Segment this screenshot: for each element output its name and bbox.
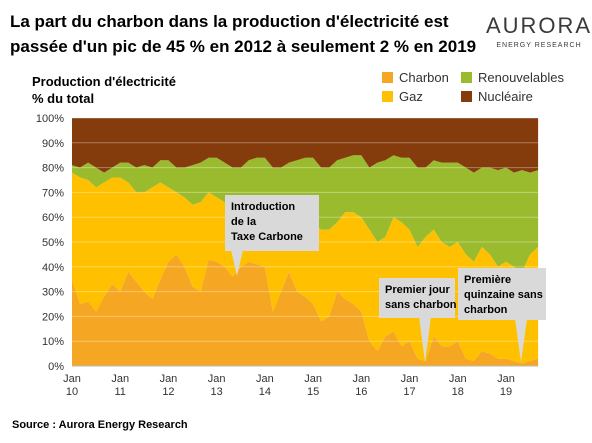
y-tick-label: 20% (42, 311, 64, 323)
x-tick-label: Jan 16 (352, 373, 370, 398)
legend-swatch (382, 72, 393, 83)
x-tick-label: Jan 17 (401, 373, 419, 398)
logo-tagline: ENERGY RESEARCH (496, 42, 581, 49)
x-tick-label: Jan 13 (208, 373, 226, 398)
x-tick-label: Jan 10 (63, 373, 81, 398)
y-tick-label: 60% (42, 212, 64, 224)
legend-swatch (461, 91, 472, 102)
callout-box (458, 268, 546, 320)
annotation: sans charbon (385, 299, 457, 311)
chart-title: La part du charbon dans la production d'… (10, 12, 449, 31)
legend-label: Charbon (399, 70, 449, 85)
callout-box (225, 195, 319, 251)
y-tick-label: 30% (42, 287, 64, 299)
y-tick-label: 10% (42, 336, 64, 348)
legend-label: Renouvelables (478, 70, 565, 85)
x-tick-label: Jan 19 (497, 373, 515, 398)
legend-label: Gaz (399, 89, 423, 104)
x-tick-label: Jan 18 (449, 373, 467, 398)
x-tick-label: Jan 11 (111, 373, 129, 398)
area (72, 254, 539, 366)
x-tick-label: Jan 14 (256, 373, 274, 398)
annotation: de la (231, 216, 257, 228)
y-axis-title: Production d'électricité (32, 74, 176, 89)
annotation: charbon (464, 304, 508, 316)
y-tick-label: 90% (42, 138, 64, 150)
y-tick-label: 100% (36, 113, 64, 125)
logo: AURORA (486, 13, 592, 38)
x-tick-label: Jan 12 (160, 373, 178, 398)
callout-pointer (419, 317, 431, 362)
y-tick-label: 0% (48, 361, 64, 373)
area (72, 118, 539, 173)
legend-swatch (461, 72, 472, 83)
annotation: Premier jour (385, 284, 451, 296)
y-tick-label: 40% (42, 262, 64, 274)
callout-pointer (231, 250, 243, 276)
y-tick-label: 50% (42, 237, 64, 249)
annotation: Première (464, 274, 511, 286)
y-tick-label: 80% (42, 163, 64, 175)
annotation: Introduction (231, 201, 295, 213)
callout-pointer (515, 319, 527, 362)
chart-title: passée d'un pic de 45 % en 2012 à seulem… (10, 37, 476, 56)
callout-box (379, 278, 455, 318)
annotation: Taxe Carbone (231, 231, 303, 243)
x-tick-label: Jan 15 (304, 373, 322, 398)
legend-swatch (382, 91, 393, 102)
y-axis-title: % du total (32, 91, 94, 106)
annotation: quinzaine sans (464, 289, 543, 301)
legend-label: Nucléaire (478, 89, 533, 104)
source: Source : Aurora Energy Research (12, 419, 188, 431)
y-tick-label: 70% (42, 187, 64, 199)
